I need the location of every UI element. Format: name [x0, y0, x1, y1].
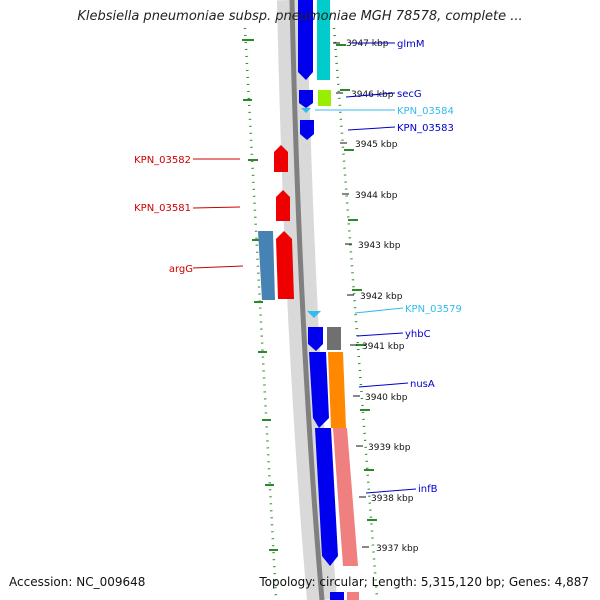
backbone-line [289, 0, 325, 600]
label-leaders [192, 42, 417, 494]
gene-label-glmM[interactable]: glmM [397, 39, 425, 50]
gene-label-yhbC[interactable]: yhbC [405, 329, 431, 340]
tick-label: 3939 kbp [368, 443, 411, 453]
gene-label-infB[interactable]: infB [418, 484, 438, 495]
gene-label-nusA[interactable]: nusA [410, 379, 435, 390]
tick-label: 3944 kbp [355, 191, 398, 201]
reverse-strand-genes [258, 145, 294, 300]
tick-label: 3938 kbp [371, 494, 414, 504]
gene-labels: glmM secG KPN_03584 KPN_03583 KPN_03582 … [134, 39, 462, 495]
gene-glmM[interactable] [298, 0, 313, 80]
cog-nusA [328, 352, 346, 428]
cog-next [347, 592, 359, 600]
gene-secG[interactable] [299, 90, 313, 108]
tick-label: 3941 kbp [362, 342, 405, 352]
genome-summary: Topology: circular; Length: 5,315,120 bp… [259, 575, 589, 589]
tick-label: 3937 kbp [376, 544, 419, 554]
tick-marks [333, 42, 369, 548]
gene-label-argG[interactable]: argG [169, 264, 193, 275]
cog-infB [333, 428, 358, 566]
gene-KPN_03583[interactable] [300, 120, 314, 140]
gene-label-KPN_03583[interactable]: KPN_03583 [397, 123, 454, 134]
map-title: Klebsiella pneumoniae subsp. pneumoniae … [77, 9, 523, 24]
cog-yhbC [327, 327, 341, 350]
gene-next-fwd [330, 592, 344, 600]
gene-yhbC[interactable] [308, 327, 323, 351]
gene-label-secG[interactable]: secG [397, 89, 422, 100]
gc-skew-track [332, 27, 379, 599]
tick-label: 3940 kbp [365, 393, 408, 403]
gene-label-KPN_03579[interactable]: KPN_03579 [405, 304, 462, 315]
gene-infB[interactable] [315, 428, 338, 566]
forward-strand-genes [298, 0, 344, 600]
gene-label-KPN_03582[interactable]: KPN_03582 [134, 155, 191, 166]
gene-label-KPN_03581[interactable]: KPN_03581 [134, 203, 191, 214]
cog-glmM [317, 0, 330, 80]
gene-nusA[interactable] [309, 352, 329, 428]
cog-argG [258, 231, 275, 300]
accession-label: Accession: NC_009648 [9, 575, 146, 589]
cog-secG [318, 90, 331, 106]
gene-KPN_03581[interactable] [276, 190, 290, 221]
tick-label: 3942 kbp [360, 292, 403, 302]
gene-argG[interactable] [276, 231, 294, 299]
tick-label: 3947 kbp [346, 39, 389, 49]
gene-KPN_03584[interactable] [301, 108, 311, 113]
tick-label: 3945 kbp [355, 140, 398, 150]
cog-genes [317, 0, 359, 600]
gene-label-KPN_03584[interactable]: KPN_03584 [397, 106, 454, 117]
gene-KPN_03579[interactable] [307, 311, 321, 318]
gc-content-track [242, 27, 278, 599]
tick-label: 3943 kbp [358, 241, 401, 251]
gene-KPN_03582[interactable] [274, 145, 288, 172]
